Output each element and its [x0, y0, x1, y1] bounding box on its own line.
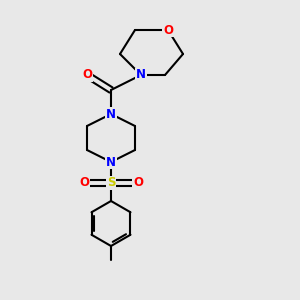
Text: O: O	[163, 23, 173, 37]
Text: O: O	[133, 176, 143, 190]
Text: S: S	[107, 176, 115, 190]
Text: O: O	[82, 68, 92, 82]
Text: N: N	[106, 155, 116, 169]
Text: N: N	[106, 107, 116, 121]
Text: O: O	[79, 176, 89, 190]
Text: N: N	[136, 68, 146, 82]
